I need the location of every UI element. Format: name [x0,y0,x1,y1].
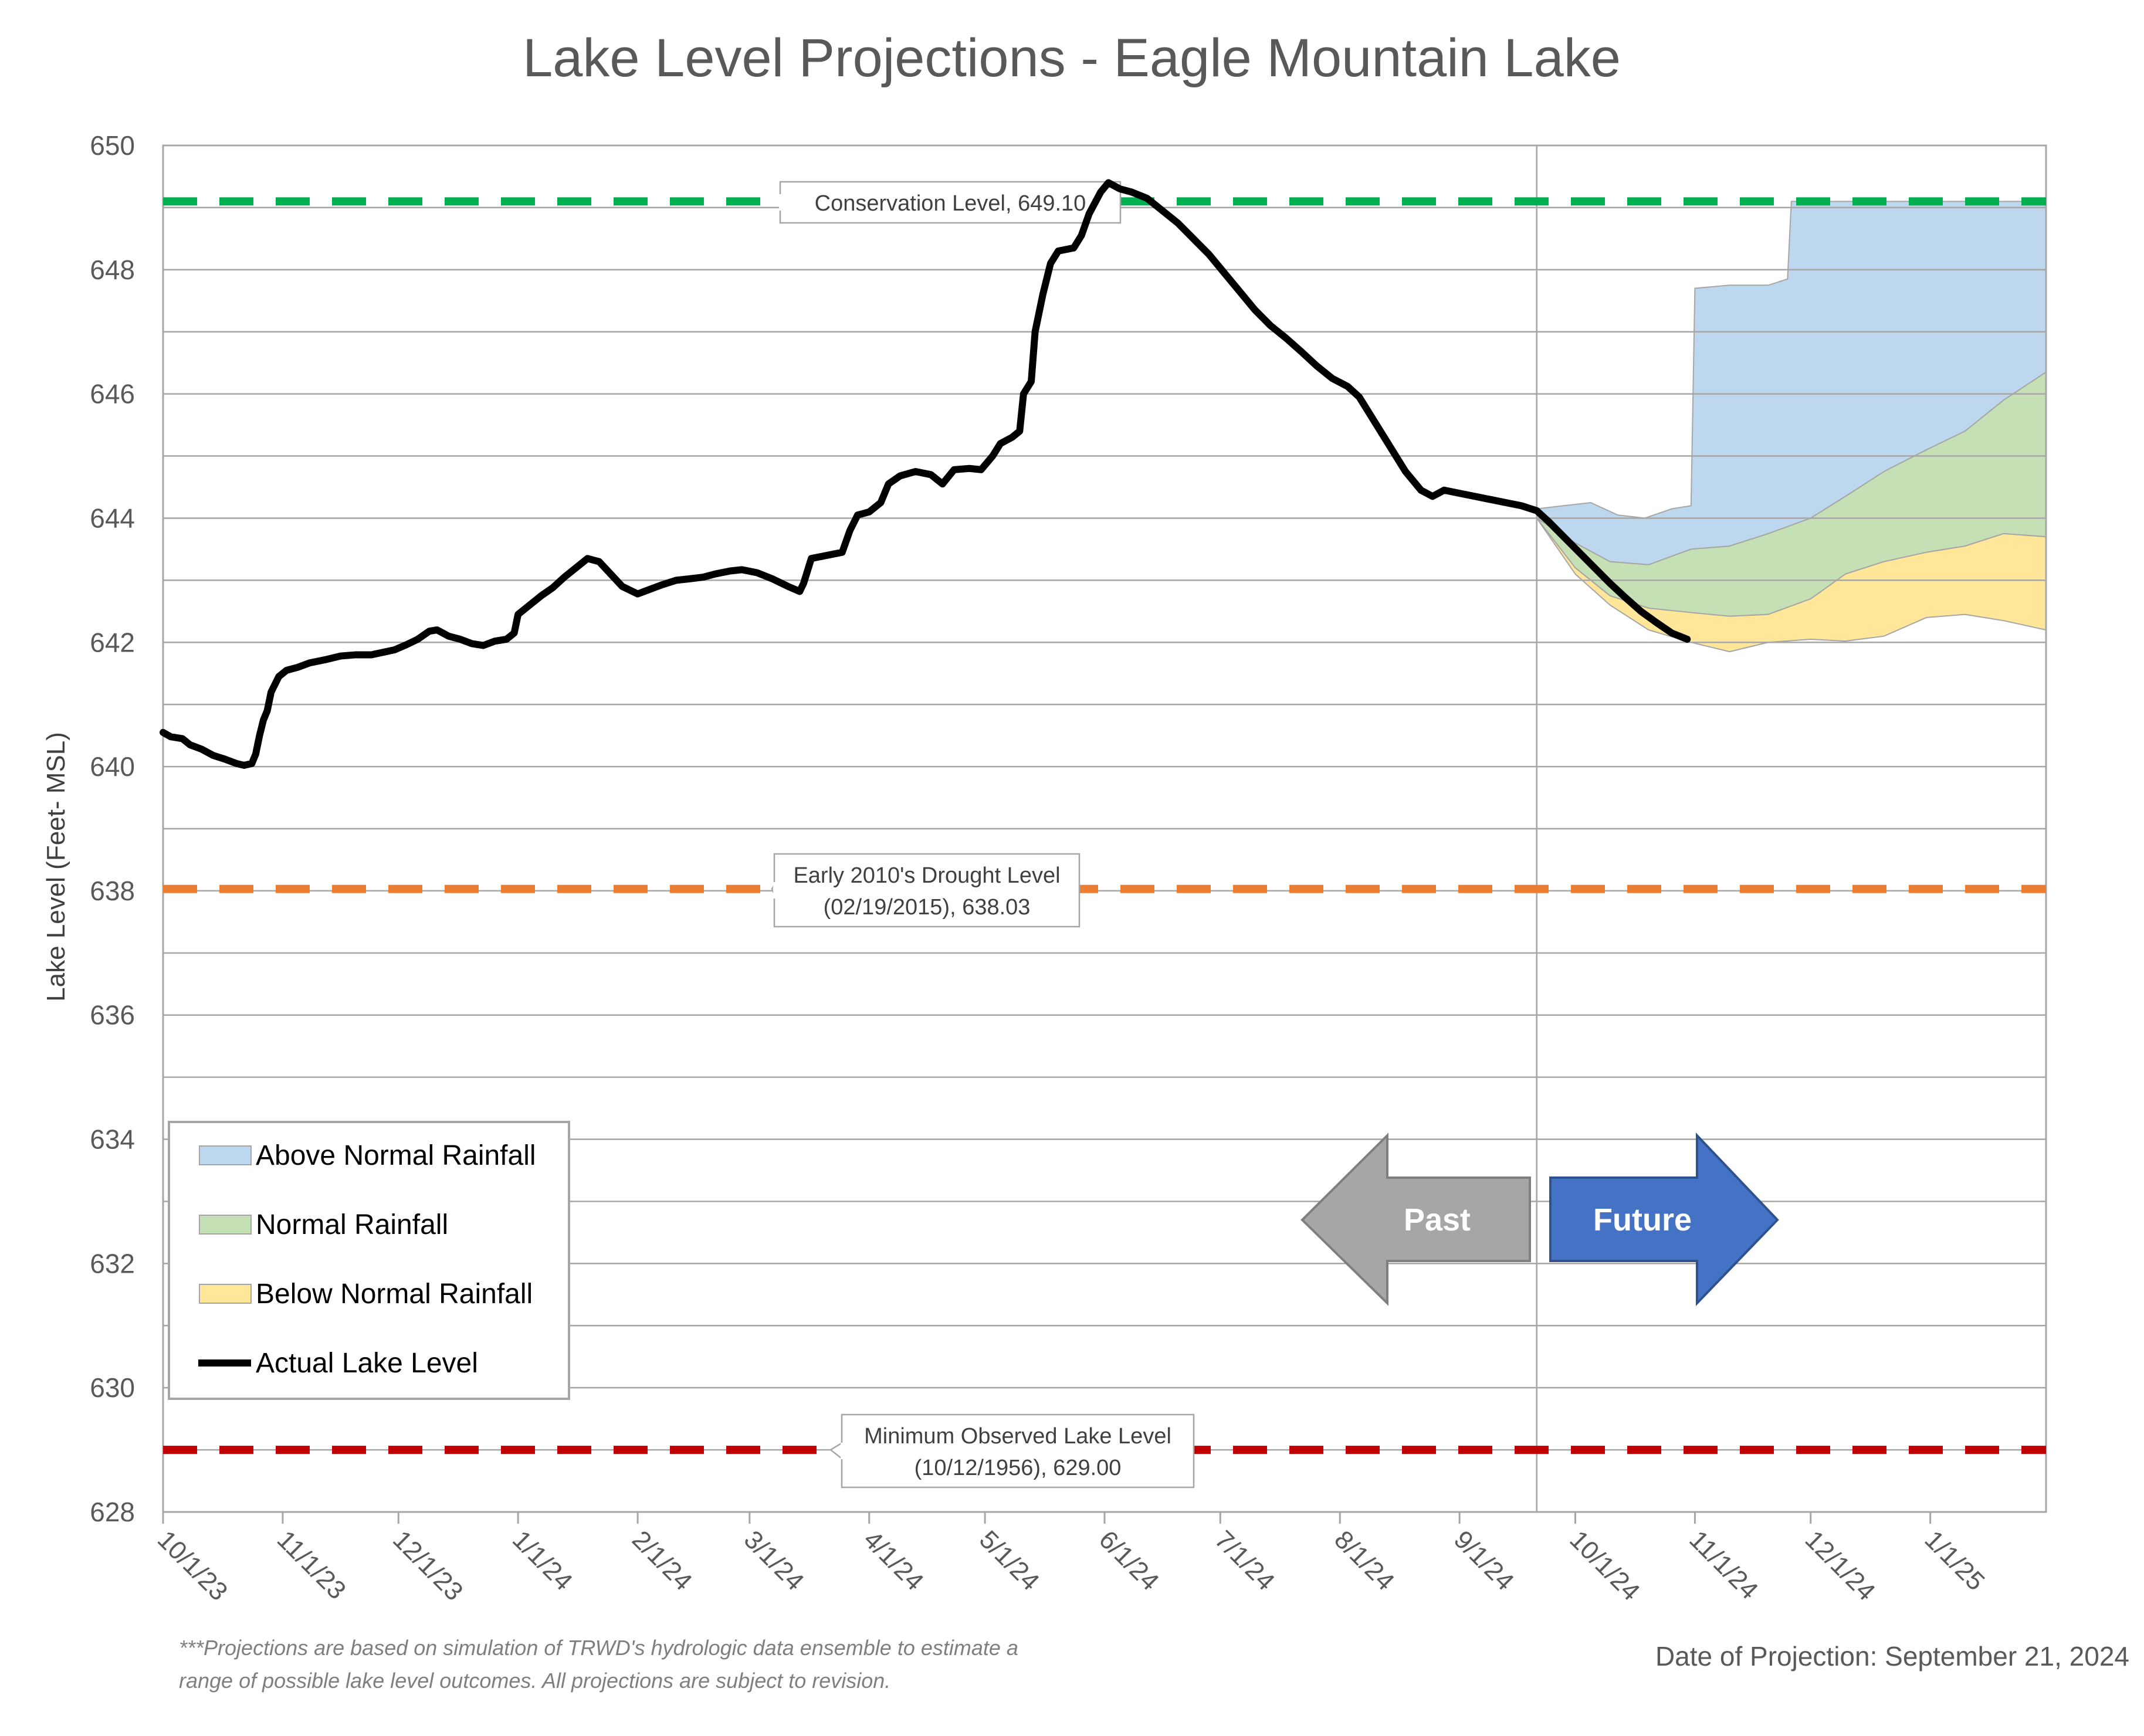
future-arrow-label: Future [1593,1202,1692,1237]
footer: ***Projections are based on simulation o… [179,1636,2129,1693]
x-tick-label: 3/1/24 [739,1525,809,1596]
callout-joint [773,882,778,898]
past-arrow-label: Past [1404,1202,1471,1237]
x-tick-label: 4/1/24 [858,1525,929,1596]
callout-label: (02/19/2015), 638.03 [824,895,1031,920]
past-arrow-shape [1300,1133,1531,1306]
y-tick-label: 638 [90,876,135,906]
legend-swatch [199,1215,252,1235]
x-tick-label: 8/1/24 [1329,1525,1400,1596]
y-tick-label: 644 [90,503,135,533]
callout-box [779,181,1122,224]
actual-lake-level-line [160,179,1691,769]
callout-label: (10/12/1956), 629.00 [914,1456,1122,1480]
y-tick-label: 640 [90,751,135,782]
callout-conservation: Conservation Level, 649.10 [779,181,1122,224]
future-arrow: Future [1549,1132,1779,1306]
legend-item: Above Normal Rainfall [199,1140,536,1171]
callout-label: Minimum Observed Lake Level [864,1424,1171,1449]
callout-joint [841,1443,845,1459]
x-tick-label: 2/1/24 [626,1525,697,1596]
past-future-arrows: Past Future [1300,1132,1779,1306]
x-tick-label: 7/1/24 [1209,1525,1280,1596]
legend-swatch [199,1284,252,1304]
x-tick-label: 10/1/23 [152,1525,233,1606]
x-tick-label: 6/1/24 [1093,1525,1164,1596]
past-arrow: Past [1300,1133,1531,1306]
callout-minimum: Minimum Observed Lake Level (10/12/1956),… [829,1413,1195,1489]
x-tick-label: 1/1/24 [507,1525,578,1596]
legend-label: Below Normal Rainfall [256,1279,533,1310]
callout-box [841,1413,1195,1489]
footnote-line: ***Projections are based on simulation o… [179,1636,1018,1660]
y-tick-label: 646 [90,379,135,409]
x-tick-label: 10/1/24 [1564,1525,1645,1606]
legend-item: Actual Lake Level [198,1348,478,1379]
y-tick-label: 634 [90,1124,135,1155]
legend-item: Normal Rainfall [199,1209,448,1240]
y-tick-label: 642 [90,627,135,657]
chart-title: Lake Level Projections - Eagle Mountain … [523,28,1621,88]
y-tick-label: 648 [90,255,135,285]
legend-item: Below Normal Rainfall [199,1279,533,1310]
legend-label: Above Normal Rainfall [256,1140,536,1171]
legend-label: Normal Rainfall [256,1209,448,1240]
y-axis-label: Lake Level (Feet- MSL) [42,732,70,1002]
y-tick-label: 630 [90,1372,135,1403]
x-tick-label: 9/1/24 [1448,1525,1519,1596]
callout-box [773,853,1081,928]
legend-label: Actual Lake Level [256,1348,478,1379]
x-tick-label: 12/1/23 [387,1525,468,1606]
x-tick-label: 1/1/25 [1919,1525,1990,1596]
footnote-line: range of possible lake level outcomes. A… [179,1669,890,1693]
x-tick-label: 5/1/24 [974,1525,1045,1596]
callout-drought: Early 2010's Drought Level (02/19/2015), … [771,853,1081,928]
reference-lines: Conservation Level, 649.10 Early 2010's D… [163,181,2046,1489]
y-tick-label: 632 [90,1248,135,1279]
legend-box [168,1121,570,1400]
callout-label: Early 2010's Drought Level [793,863,1060,888]
y-tick-labels: 628 630 632 634 636 638 640 642 644 646 648 650 [90,130,135,1527]
y-tick-label: 636 [90,1000,135,1030]
callout-joint [779,194,784,211]
legend: Above Normal Rainfall Normal Rainfall Belo… [168,1121,570,1400]
x-tick-labels: 10/1/23 11/1/23 12/1/23 1/1/24 2/1/24 3/1/24 4… [152,1512,1990,1606]
legend-swatch [199,1145,252,1165]
actual-lake-level-layer [160,179,1691,769]
x-tick-label: 11/1/23 [272,1525,351,1605]
y-tick-label: 650 [90,130,135,161]
x-tick-label: 11/1/24 [1684,1525,1763,1605]
projection-date-label: Date of Projection: September 21, 2024 [1655,1641,2129,1671]
future-arrow-shape [1549,1132,1779,1306]
callout-label: Conservation Level, 649.10 [815,191,1086,216]
x-tick-label: 12/1/24 [1800,1525,1881,1606]
y-tick-label: 628 [90,1497,135,1527]
